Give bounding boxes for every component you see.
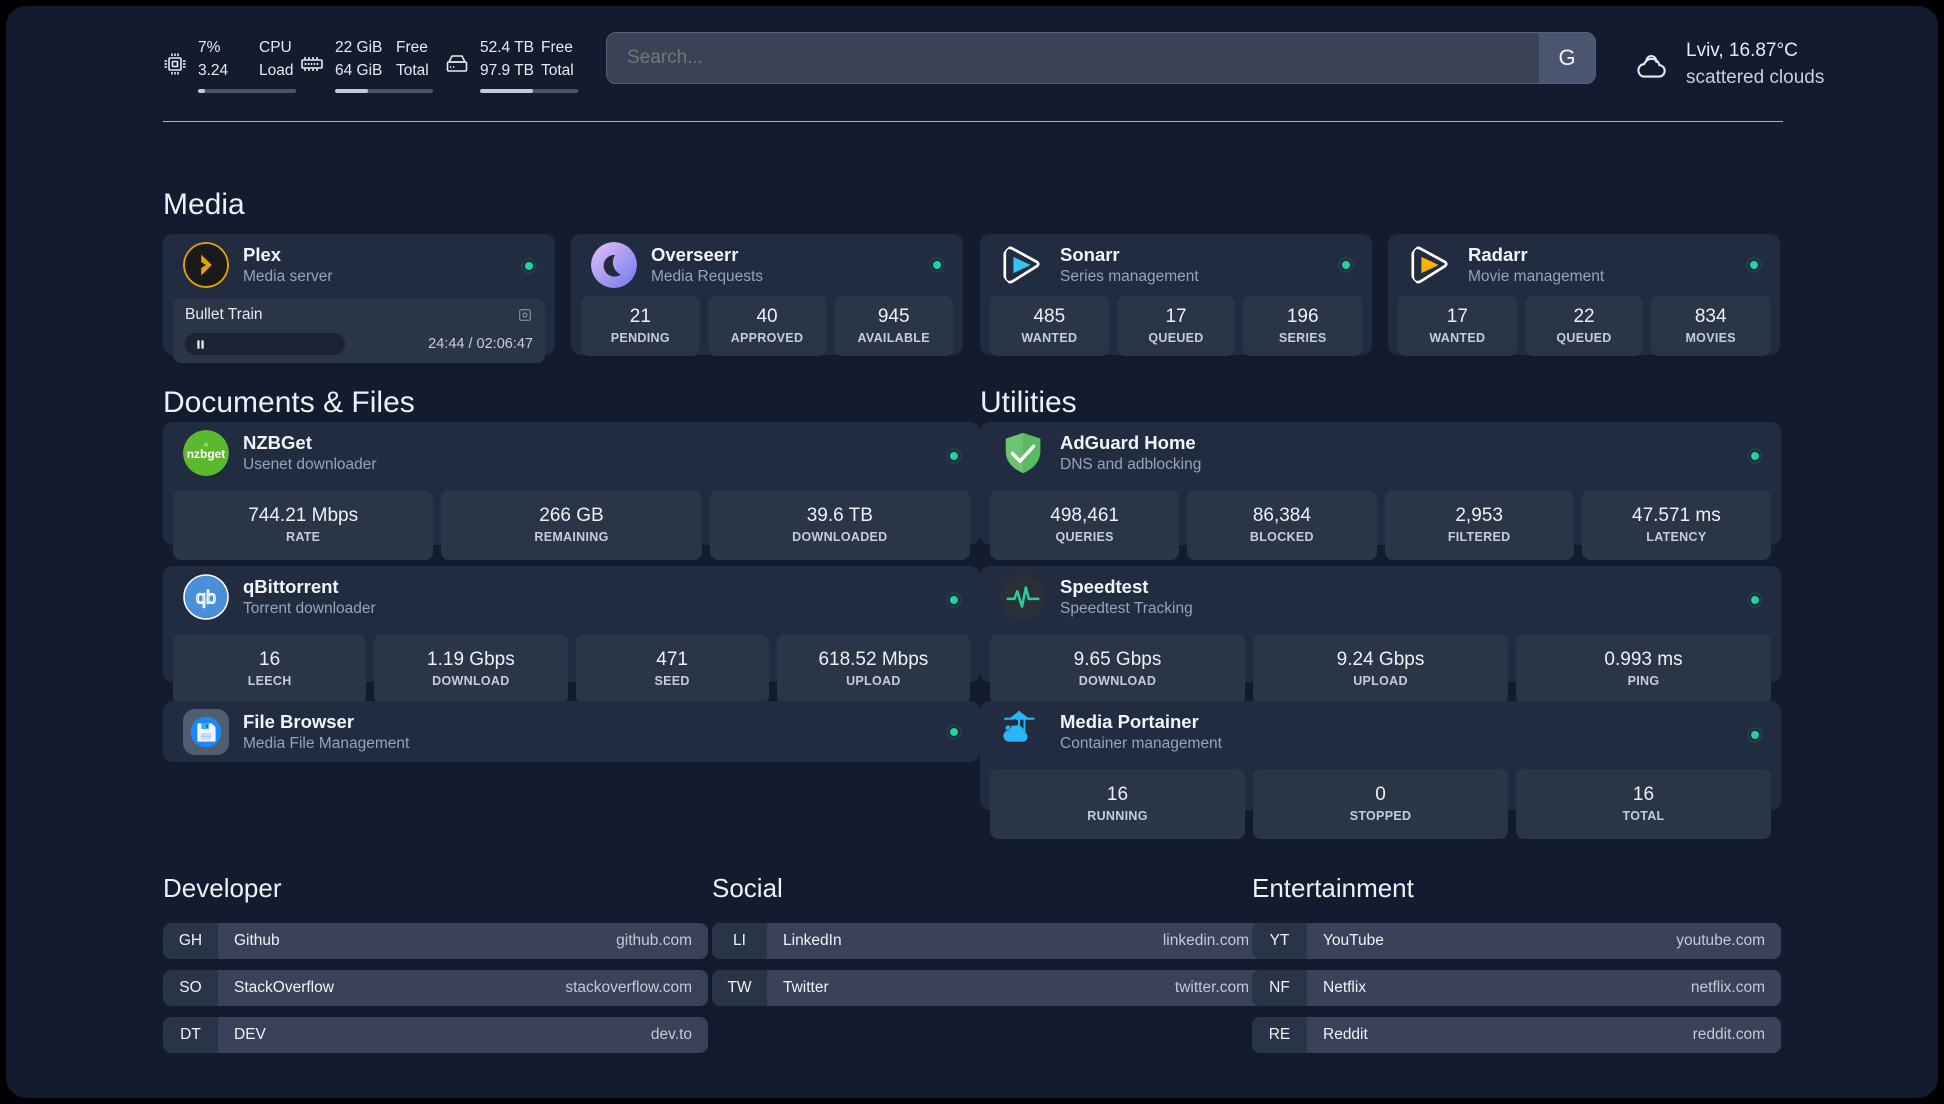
svg-text:nzbget: nzbget (187, 447, 226, 461)
svg-text:qb: qb (196, 588, 216, 608)
